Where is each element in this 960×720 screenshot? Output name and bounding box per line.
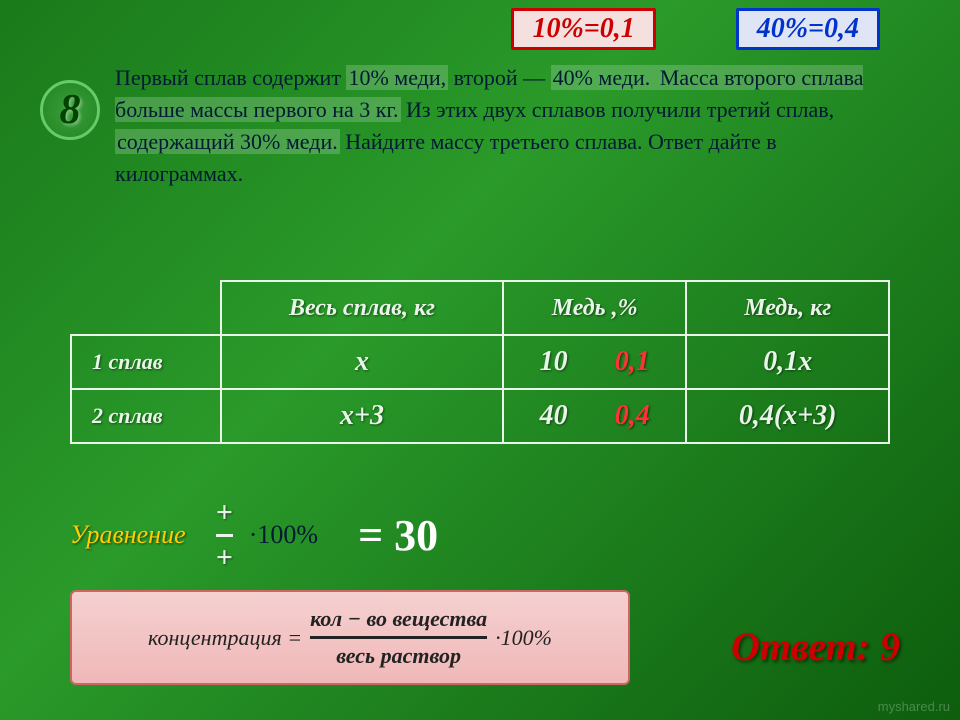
- text-part: второй —: [448, 65, 550, 90]
- cell-mass-1: х: [221, 335, 503, 389]
- data-table: Весь сплав, кг Медь ,% Медь, кг 1 сплав …: [70, 280, 890, 444]
- watermark: myshared.ru: [878, 699, 950, 714]
- table-row: 2 сплав х+3 40 0,4 0,4(х+3): [71, 389, 889, 443]
- formula-lhs: концентрация =: [148, 625, 302, 651]
- formula-suffix: ·100%: [495, 625, 552, 651]
- cell-mass-2: х+3: [221, 389, 503, 443]
- col-copper: Медь, кг: [686, 281, 889, 335]
- table-header-row: Весь сплав, кг Медь ,% Медь, кг: [71, 281, 889, 335]
- pct-decimal: 0,4: [615, 400, 650, 432]
- highlight-10pct: 10% меди,: [346, 65, 448, 90]
- answer-text: Ответ: 9: [731, 623, 900, 670]
- row-label-1: 1 сплав: [71, 335, 221, 389]
- col-mass: Весь сплав, кг: [221, 281, 503, 335]
- cell-copper-1: 0,1х: [686, 335, 889, 389]
- badge-red: 10%=0,1: [511, 8, 655, 50]
- pct-value: 10: [540, 346, 568, 378]
- fraction-line: [216, 534, 233, 537]
- formula-fraction: кол − во вещества весь раствор: [310, 606, 487, 669]
- cell-pct-1: 10 0,1: [503, 335, 686, 389]
- formula-numerator: кол − во вещества: [310, 606, 487, 632]
- equation-fraction: + +: [216, 496, 233, 575]
- top-badges: 10%=0,1 40%=0,4: [511, 8, 880, 50]
- fraction-line: [310, 636, 487, 639]
- cell-copper-2: 0,4(х+3): [686, 389, 889, 443]
- pct-decimal: 0,1: [615, 346, 650, 378]
- fraction-denominator: +: [216, 541, 233, 575]
- badge-blue: 40%=0,4: [736, 8, 880, 50]
- highlight-30pct: содержащий 30% меди.: [115, 129, 340, 154]
- cell-pct-2: 40 0,4: [503, 389, 686, 443]
- equation-result: = 30: [358, 510, 438, 561]
- fraction-numerator: +: [216, 496, 233, 530]
- text-part: Из этих двух сплавов получили третий спл…: [401, 97, 835, 122]
- text-part: Первый сплав содержит: [115, 65, 346, 90]
- times-100: ·100%: [249, 520, 318, 550]
- pct-value: 40: [540, 400, 568, 432]
- formula-denominator: весь раствор: [336, 643, 461, 669]
- problem-text: Первый сплав содержит 10% меди, второй —…: [115, 62, 895, 190]
- formula-box: концентрация = кол − во вещества весь ра…: [70, 590, 630, 685]
- problem-number: 8: [40, 80, 100, 140]
- row-label-2: 2 сплав: [71, 389, 221, 443]
- table-corner: [71, 281, 221, 335]
- equation-label: Уравнение: [70, 520, 186, 550]
- table-row: 1 сплав х 10 0,1 0,1х: [71, 335, 889, 389]
- col-pct: Медь ,%: [503, 281, 686, 335]
- equation-row: Уравнение + + ·100% = 30: [70, 490, 890, 580]
- highlight-40pct: 40% меди.: [551, 65, 653, 90]
